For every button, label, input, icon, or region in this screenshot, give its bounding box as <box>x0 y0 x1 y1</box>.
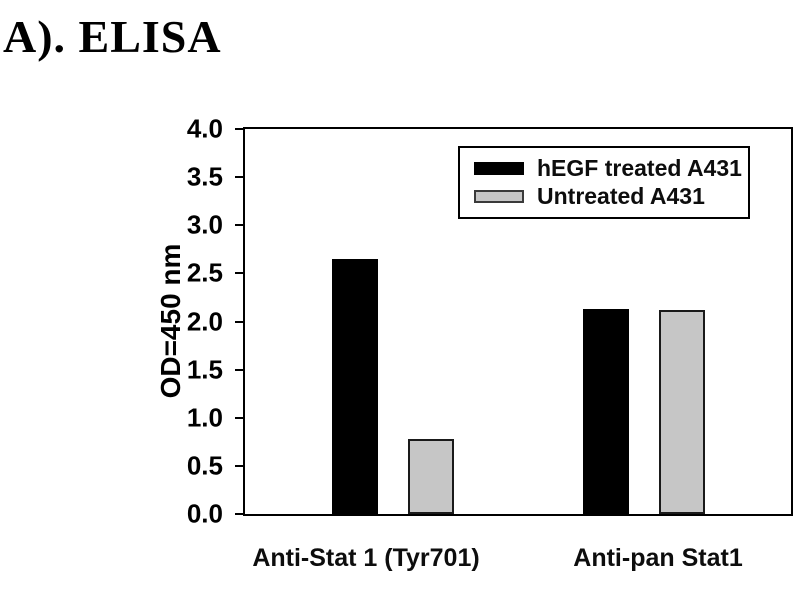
y-tick-mark <box>235 368 243 371</box>
x-axis-category-labels: Anti-Stat 1 (Tyr701) Anti-pan Stat1 <box>0 540 800 582</box>
y-tick-label: 3.5 <box>186 161 223 192</box>
y-tick-label: 0.5 <box>186 450 223 481</box>
legend-entry-hegf: hEGF treated A431 <box>474 155 748 182</box>
y-tick-label: 1.0 <box>186 402 223 433</box>
y-tick-mark <box>235 224 243 227</box>
y-tick-mark <box>235 128 243 130</box>
y-tick-label: 4.0 <box>186 113 223 144</box>
y-axis-tick-labels: 4.0 3.5 3.0 2.5 2.0 1.5 1.0 0.5 0.0 <box>0 114 228 529</box>
x-category-label-2: Anti-pan Stat1 <box>573 544 743 572</box>
legend-entry-untreated: Untreated A431 <box>474 183 748 210</box>
x-category-label-1: Anti-Stat 1 (Tyr701) <box>252 544 480 572</box>
y-tick-label: 2.5 <box>186 257 223 288</box>
y-tick-mark <box>235 320 243 323</box>
y-tick-mark <box>235 416 243 419</box>
legend-label-untreated: Untreated A431 <box>537 183 705 209</box>
legend-swatch-untreated-icon <box>474 190 524 203</box>
legend-swatch-hegf-icon <box>474 162 524 175</box>
y-tick-mark <box>235 176 243 179</box>
y-tick-mark <box>235 272 243 275</box>
y-tick-label: 3.0 <box>186 209 223 240</box>
y-tick-label: 0.0 <box>186 498 223 529</box>
bar-untreated-group2 <box>659 310 705 514</box>
y-tick-label: 1.5 <box>186 354 223 385</box>
y-tick-mark <box>235 513 243 515</box>
y-tick-mark <box>235 464 243 467</box>
legend: hEGF treated A431 Untreated A431 <box>458 146 750 219</box>
bar-untreated-group1 <box>408 439 454 514</box>
bar-hegf-group2 <box>583 309 629 514</box>
plot-area: hEGF treated A431 Untreated A431 <box>235 127 793 516</box>
bar-hegf-group1 <box>332 259 378 514</box>
legend-label-hegf: hEGF treated A431 <box>537 155 742 181</box>
y-tick-label: 2.0 <box>186 306 223 336</box>
figure-panel-title: A). ELISA <box>3 11 222 62</box>
